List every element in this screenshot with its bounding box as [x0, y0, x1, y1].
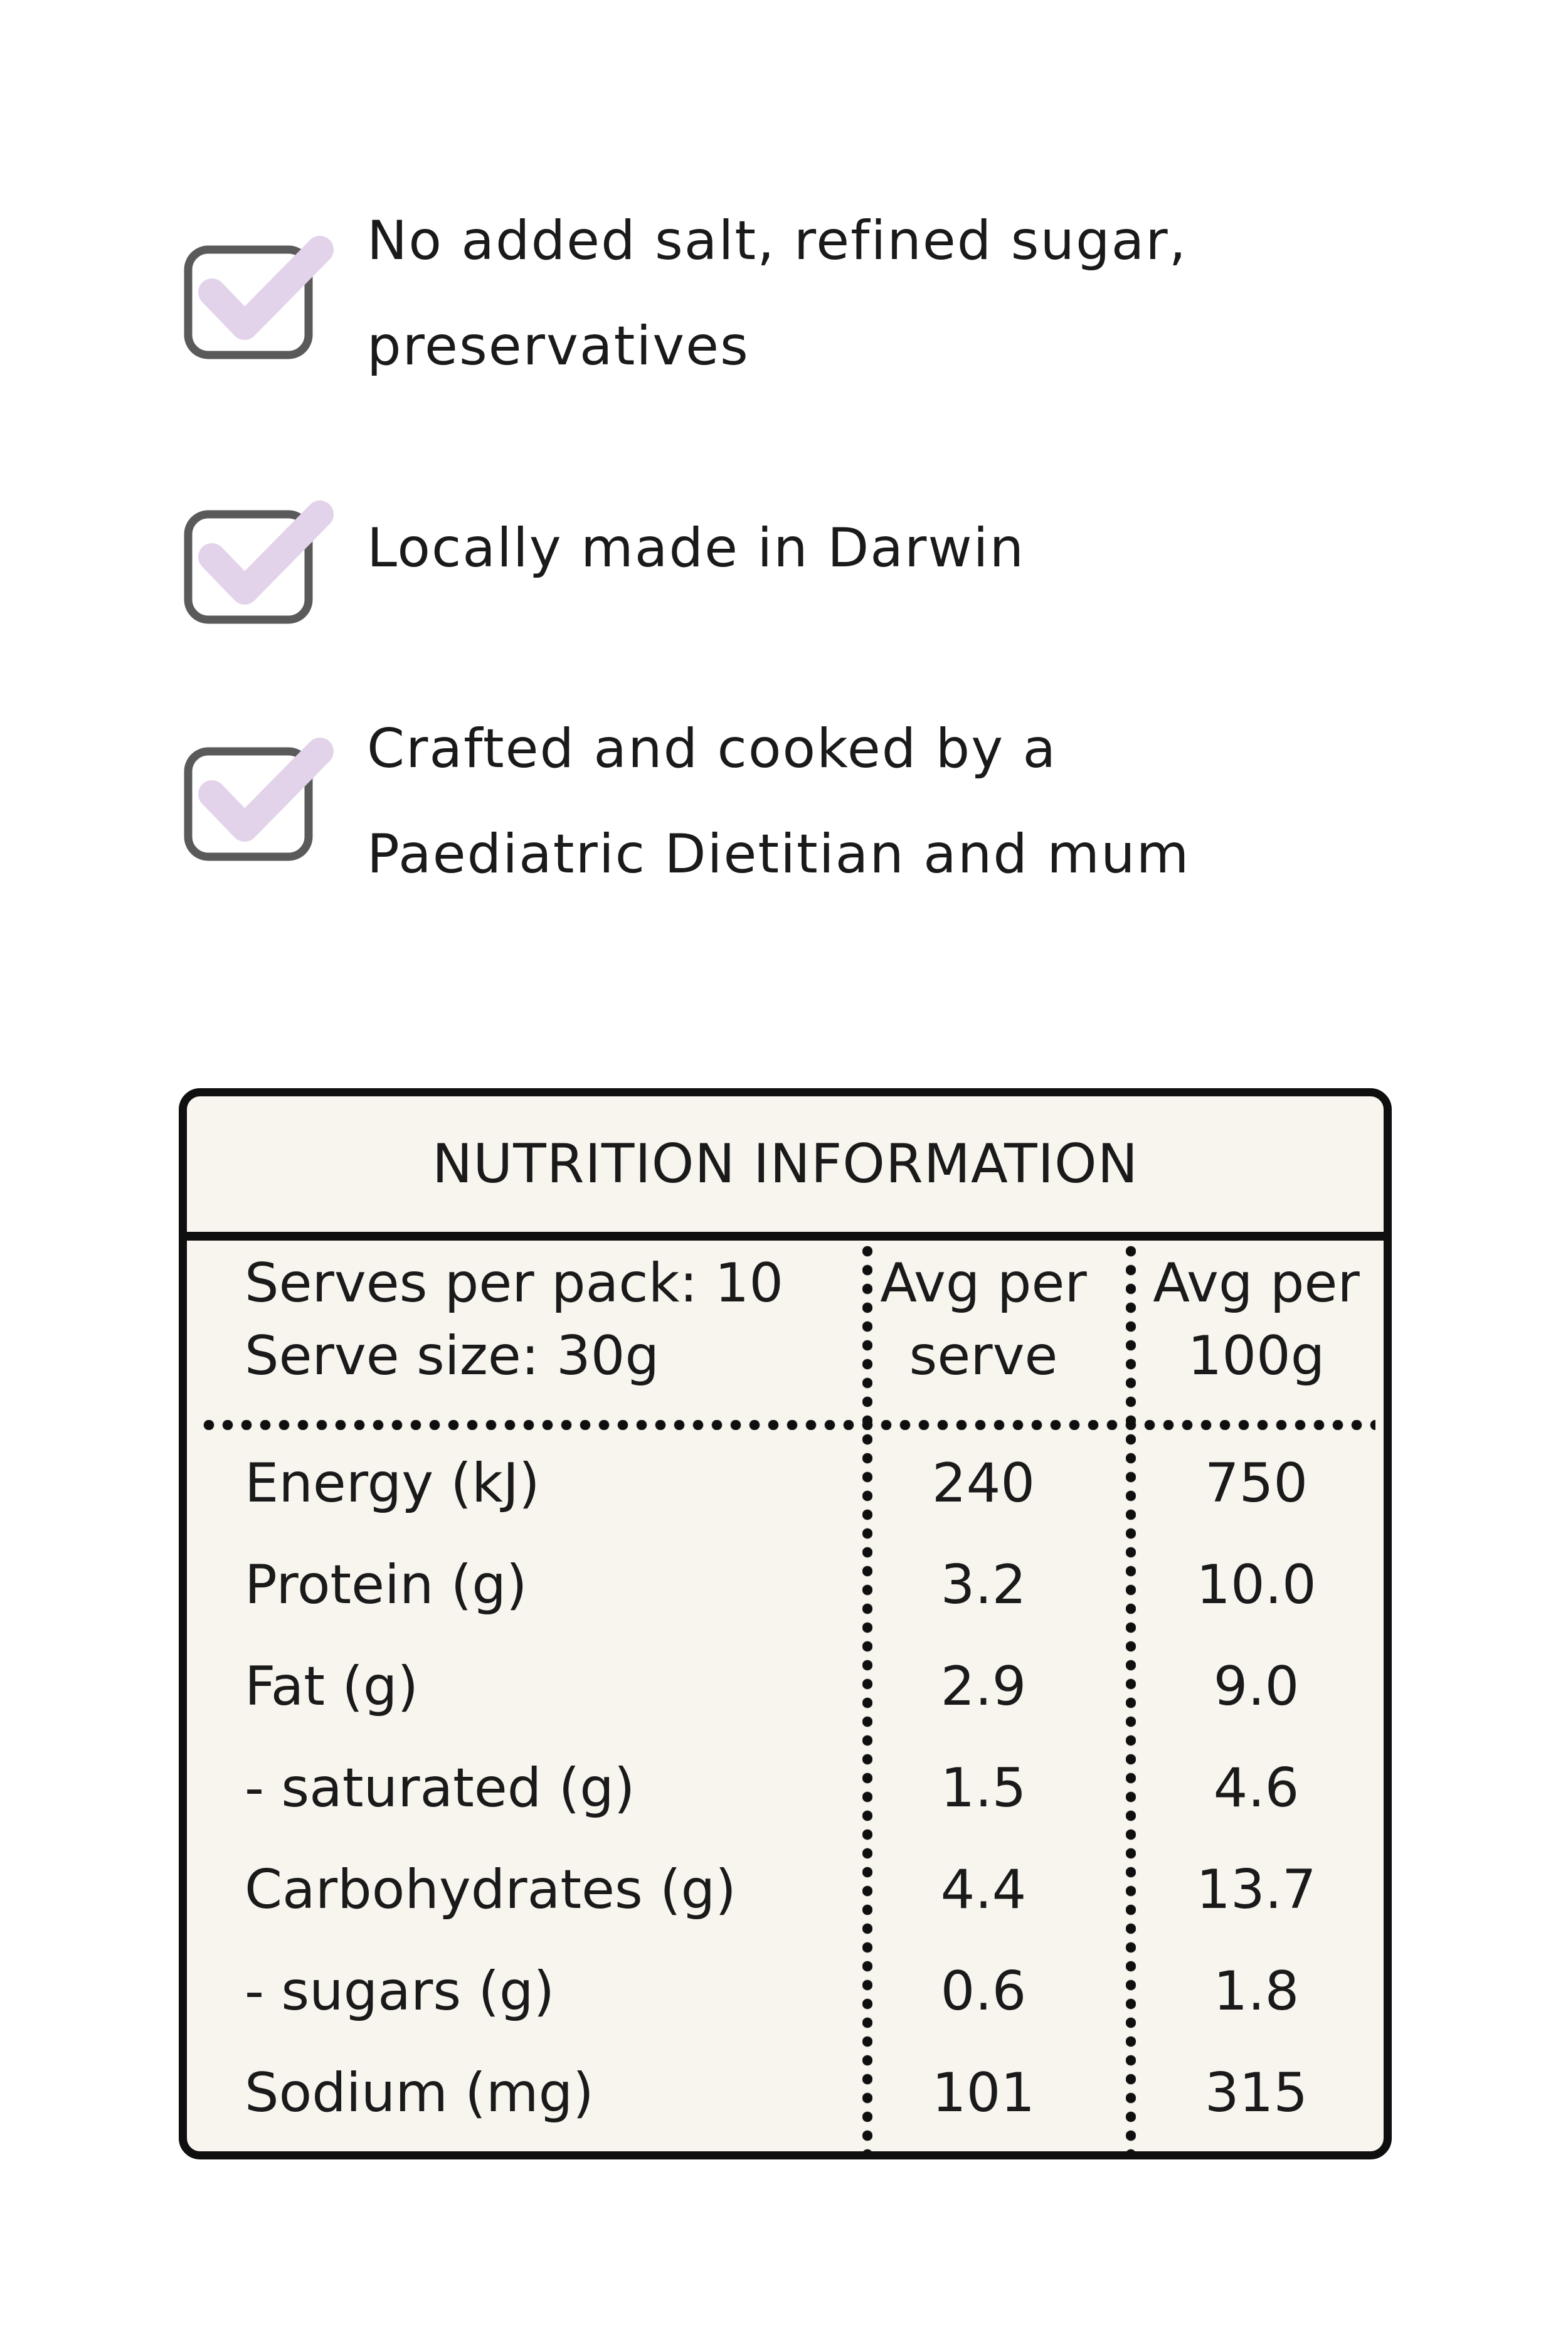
value-per-serve: 2.9 [940, 1655, 1027, 1718]
nutrition-panel: NUTRITION INFORMATION Serves per pack: 1… [179, 1088, 1392, 2159]
value-per-serve: 3.2 [940, 1554, 1027, 1616]
feature-item: Locally made in Darwin [0, 495, 1568, 624]
nutrient-name: Carbohydrates (g) [245, 1858, 736, 1921]
column-header-per-100g: Avg per 100g [1150, 1247, 1363, 1392]
serve-size: Serve size: 30g [245, 1325, 660, 1387]
table-row: Protein (g) 3.2 10.0 [187, 1534, 1384, 1636]
value-per-serve: 4.4 [940, 1858, 1027, 1921]
nutrient-name: Protein (g) [245, 1554, 527, 1616]
column-header-line: Avg per [1153, 1252, 1360, 1315]
feature-line: Locally made in Darwin [367, 517, 1025, 580]
column-divider [1126, 1242, 1136, 2151]
table-row: Carbohydrates (g) 4.4 13.7 [187, 1839, 1384, 1941]
column-divider [862, 1242, 872, 2151]
value-per-100g: 4.6 [1213, 1757, 1300, 1820]
value-per-serve: 101 [931, 2062, 1036, 2124]
value-per-100g: 1.8 [1213, 1960, 1300, 2023]
table-row: Fat (g) 2.9 9.0 [187, 1636, 1384, 1737]
value-per-100g: 13.7 [1196, 1858, 1316, 1921]
feature-line: preservatives [367, 315, 750, 378]
nutrient-name: Sodium (mg) [245, 2062, 594, 2124]
table-row: Sodium (mg) 101 315 [187, 2042, 1384, 2144]
title-divider [187, 1232, 1384, 1241]
nutrient-name: Fat (g) [245, 1655, 419, 1718]
feature-line: Crafted and cooked by a [367, 718, 1057, 780]
nutrient-name: Energy (kJ) [245, 1452, 540, 1515]
table-row: - saturated (g) 1.5 4.6 [187, 1737, 1384, 1839]
feature-item: Crafted and cooked by a Paediatric Dieti… [0, 696, 1568, 922]
column-header-line: serve [909, 1325, 1058, 1387]
value-per-100g: 9.0 [1213, 1655, 1300, 1718]
value-per-serve: 240 [931, 1452, 1036, 1515]
serves-per-pack: Serves per pack: 10 [245, 1252, 784, 1315]
feature-line: Paediatric Dietitian and mum [367, 823, 1190, 886]
value-per-100g: 750 [1204, 1452, 1308, 1515]
value-per-serve: 1.5 [940, 1757, 1027, 1820]
nutrient-name: - sugars (g) [245, 1960, 555, 2023]
nutrition-rows: Energy (kJ) 240 750 Protein (g) 3.2 10.0… [187, 1433, 1384, 2144]
table-row: - sugars (g) 0.6 1.8 [187, 1941, 1384, 2042]
checkbox-check-icon [184, 738, 334, 861]
header-divider [199, 1420, 1375, 1430]
nutrient-name: - saturated (g) [245, 1757, 635, 1820]
value-per-serve: 0.6 [940, 1960, 1027, 2023]
value-per-100g: 315 [1204, 2062, 1308, 2124]
feature-line: No added salt, refined sugar, [367, 209, 1187, 272]
nutrition-title: NUTRITION INFORMATION [432, 1132, 1139, 1195]
checkbox-check-icon [184, 236, 334, 359]
value-per-100g: 10.0 [1196, 1554, 1316, 1616]
column-header-line: Avg per [880, 1252, 1087, 1315]
serving-info: Serves per pack: 10 Serve size: 30g [245, 1247, 985, 1392]
checkbox-check-icon [184, 501, 334, 624]
table-row: Energy (kJ) 240 750 [187, 1433, 1384, 1534]
column-header-line: 100g [1187, 1325, 1325, 1387]
column-header-per-serve: Avg per serve [877, 1247, 1090, 1392]
feature-item: No added salt, refined sugar, preservati… [0, 188, 1568, 414]
